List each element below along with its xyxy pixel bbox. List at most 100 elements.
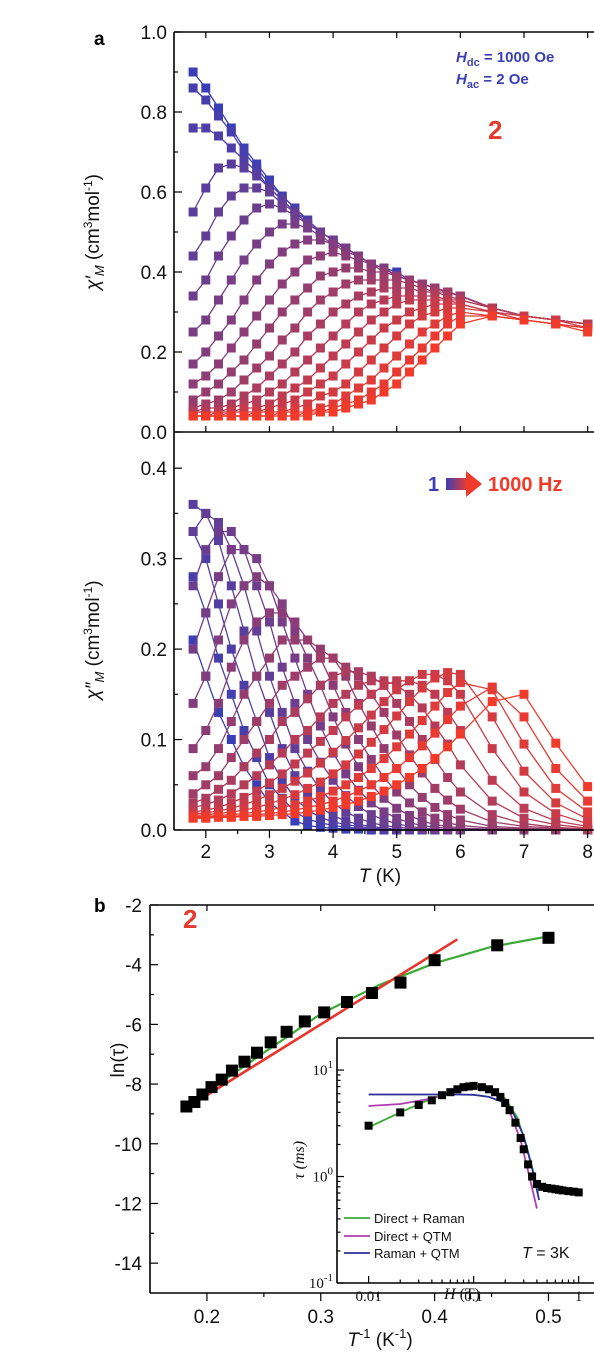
- data-point: [354, 399, 363, 409]
- data-point: [303, 735, 313, 744]
- data-point: [252, 811, 262, 821]
- data-point: [226, 191, 236, 201]
- data-point: [405, 818, 414, 828]
- inset-data-point: [364, 1121, 373, 1130]
- data-point: [265, 735, 274, 744]
- data-point: [277, 391, 287, 401]
- data-point: [290, 776, 300, 786]
- data-point: [226, 315, 236, 325]
- data-point: [341, 689, 351, 699]
- data-point: [201, 411, 211, 421]
- data-point: [252, 581, 262, 591]
- data-point: [265, 799, 274, 809]
- data-point: [303, 399, 313, 409]
- data-point: [303, 783, 313, 793]
- data-point: [328, 698, 338, 708]
- data-point: [417, 327, 427, 337]
- data-point: [366, 676, 376, 686]
- y-tick-label: -12: [115, 1194, 142, 1215]
- data-point: [366, 375, 376, 385]
- data-point: [341, 780, 351, 790]
- inset-data-point: [485, 1085, 493, 1094]
- data-point: [277, 775, 287, 785]
- data-point: [366, 387, 376, 397]
- data-point: [265, 671, 274, 681]
- data-point: [583, 796, 593, 806]
- data-point: [443, 676, 453, 686]
- data-point: [354, 762, 363, 772]
- data-point: [214, 359, 223, 369]
- y-tick-label: -2: [125, 896, 142, 917]
- tau-ms-y-axis-label: τ (ms): [291, 1141, 308, 1179]
- data-point: [392, 742, 402, 752]
- data-point: [215, 1073, 228, 1086]
- data-point: [405, 367, 414, 377]
- inset-data-point: [453, 1085, 462, 1094]
- data-point: [277, 379, 287, 389]
- data-point: [366, 275, 376, 285]
- data-point: [265, 187, 274, 197]
- data-point: [226, 753, 236, 763]
- data-point: [239, 375, 249, 385]
- data-point: [201, 371, 211, 381]
- data-point: [188, 581, 198, 591]
- data-point: [214, 111, 223, 121]
- data-point: [417, 735, 427, 744]
- data-point: [265, 199, 274, 209]
- data-point: [214, 103, 223, 113]
- series-10: [188, 635, 593, 835]
- data-point: [341, 359, 351, 369]
- data-point: [455, 787, 465, 797]
- data-point: [551, 783, 561, 793]
- data-point: [201, 95, 211, 105]
- inset-data-point: [558, 1186, 567, 1195]
- data-point: [417, 669, 427, 679]
- data-point: [379, 793, 389, 803]
- data-point: [290, 395, 300, 405]
- data-point: [226, 644, 236, 654]
- data-point: [366, 792, 376, 801]
- data-point: [214, 379, 223, 389]
- data-point: [328, 351, 338, 361]
- data-point: [417, 683, 427, 693]
- data-point: [290, 790, 300, 800]
- inset-data-point: [564, 1187, 573, 1196]
- chi-real-series-group: [188, 67, 593, 421]
- data-point: [315, 379, 325, 389]
- data-point: [239, 255, 249, 265]
- data-point: [201, 83, 211, 93]
- data-point: [341, 379, 351, 389]
- data-point: [328, 747, 338, 757]
- data-point: [315, 805, 325, 815]
- data-point: [277, 794, 287, 804]
- data-point: [239, 626, 249, 636]
- data-point: [239, 215, 249, 225]
- data-point: [443, 311, 453, 321]
- data-point: [455, 311, 465, 321]
- data-point: [405, 729, 414, 739]
- data-point: [298, 1015, 311, 1028]
- inset-data-point: [532, 1180, 541, 1188]
- data-point: [366, 395, 376, 405]
- data-point: [328, 267, 338, 277]
- data-point: [366, 259, 376, 269]
- data-point: [214, 599, 223, 609]
- inset-data-point: [569, 1187, 578, 1196]
- data-point: [265, 617, 274, 627]
- data-point: [303, 387, 313, 397]
- data-point: [341, 807, 351, 817]
- data-point: [239, 163, 249, 173]
- data-point: [303, 789, 313, 799]
- data-point: [455, 701, 465, 711]
- data-point: [214, 698, 223, 708]
- data-point: [379, 786, 389, 796]
- data-point: [430, 802, 440, 812]
- data-point: [277, 635, 287, 645]
- data-point: [277, 359, 287, 369]
- data-point: [226, 775, 236, 785]
- data-point: [487, 744, 497, 754]
- data-point: [277, 307, 287, 317]
- data-point: [214, 635, 223, 645]
- data-point: [379, 697, 389, 707]
- data-point: [455, 815, 465, 825]
